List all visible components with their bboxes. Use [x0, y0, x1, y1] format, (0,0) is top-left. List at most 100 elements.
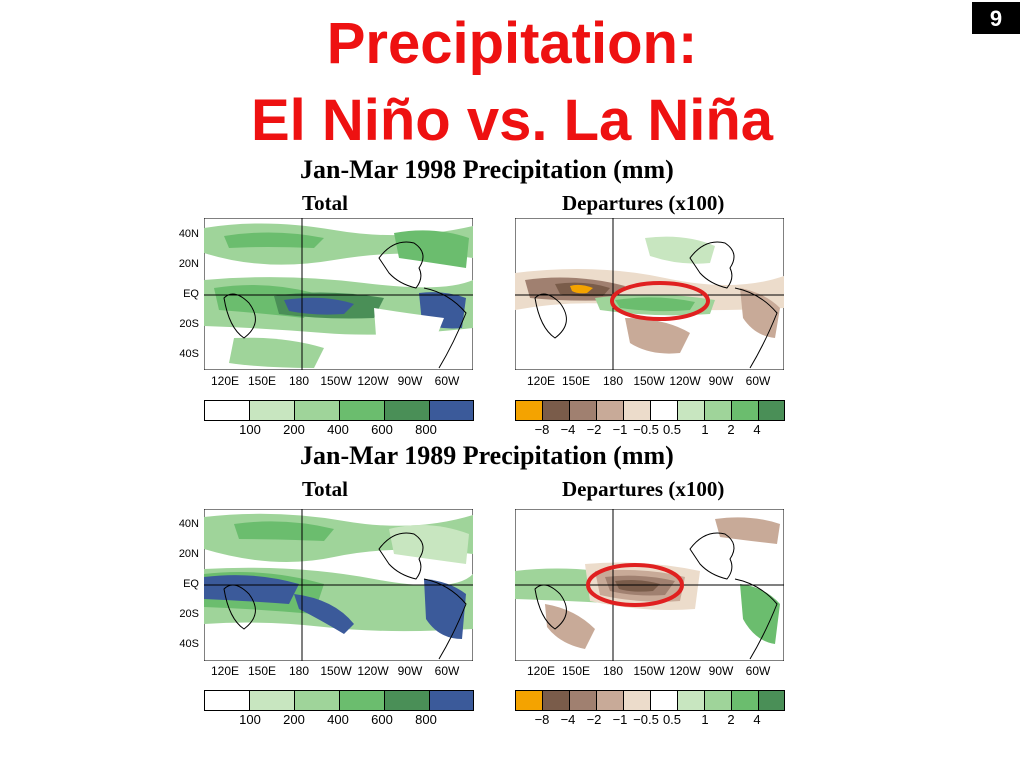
- slide-number: 9: [972, 2, 1020, 34]
- lon-label: 180: [602, 374, 624, 388]
- lon-label: 120E: [210, 664, 240, 678]
- scale-tick: −0.5: [633, 422, 659, 437]
- scale-tick: 200: [283, 712, 305, 727]
- scale-swatch: [340, 691, 385, 710]
- lon-label: 120E: [210, 374, 240, 388]
- lon-label: 150E: [247, 374, 277, 388]
- scale-tick: 2: [727, 712, 735, 727]
- lon-label: 60W: [434, 374, 460, 388]
- lat-label: EQ: [183, 578, 199, 590]
- total-scale-bar: [204, 690, 474, 711]
- lon-label: 150E: [561, 374, 591, 388]
- lat-label: 40N: [178, 518, 199, 530]
- departure-scale-bar: [515, 400, 785, 421]
- scale-tick: 600: [371, 712, 393, 727]
- panel-1998-departures-label: Departures (x100): [562, 191, 725, 215]
- lon-label: 120W: [669, 664, 701, 678]
- lon-label: 150E: [247, 664, 277, 678]
- scale-tick: −8: [534, 422, 550, 437]
- scale-swatch: [295, 401, 340, 420]
- lon-label: 90W: [708, 664, 734, 678]
- scale-swatch: [430, 401, 473, 420]
- scale-swatch: [705, 691, 732, 710]
- lon-label: 120W: [357, 664, 389, 678]
- lon-label: 180: [288, 664, 310, 678]
- lat-label: 40N: [178, 228, 199, 240]
- total-scale-bar: [204, 400, 474, 421]
- scale-swatch: [624, 691, 651, 710]
- scale-swatch: [759, 401, 784, 420]
- lon-label: 150W: [320, 664, 352, 678]
- lon-label: 120E: [526, 664, 556, 678]
- panel-1989-heading: Jan-Mar 1989 Precipitation (mm): [300, 441, 674, 470]
- departure-scale-bar: [515, 690, 785, 711]
- lon-label: 90W: [397, 664, 423, 678]
- scale-swatch: [516, 401, 543, 420]
- scale-swatch: [250, 401, 295, 420]
- lat-label: 20N: [178, 258, 199, 270]
- title-line-1: Precipitation:: [326, 11, 698, 76]
- highlight-ellipse: [610, 281, 710, 321]
- map-1989-departures: [515, 509, 784, 661]
- lon-label: 150W: [633, 664, 665, 678]
- lat-label: 20N: [178, 548, 199, 560]
- scale-tick: −2: [586, 712, 602, 727]
- lon-label: 60W: [745, 664, 771, 678]
- scale-tick: −4: [560, 712, 576, 727]
- scale-tick: 1: [701, 712, 709, 727]
- scale-swatch: [678, 691, 705, 710]
- lon-label: 120W: [669, 374, 701, 388]
- panel-1998-total-label: Total: [302, 191, 348, 215]
- scale-tick: −0.5: [633, 712, 659, 727]
- scale-tick: −1: [612, 712, 628, 727]
- lon-label: 60W: [434, 664, 460, 678]
- scale-tick: 400: [327, 712, 349, 727]
- panel-1989-total-label: Total: [302, 477, 348, 501]
- lat-label: 40S: [179, 348, 199, 360]
- lat-label: 40S: [179, 638, 199, 650]
- scale-swatch: [759, 691, 784, 710]
- scale-swatch: [597, 401, 624, 420]
- scale-swatch: [385, 691, 430, 710]
- lon-label: 180: [602, 664, 624, 678]
- lon-label: 90W: [708, 374, 734, 388]
- scale-tick: 4: [753, 422, 761, 437]
- scale-swatch: [295, 691, 340, 710]
- title-line-2: El Niño vs. La Niña: [250, 88, 774, 153]
- scale-swatch: [205, 691, 250, 710]
- scale-tick: 800: [415, 712, 437, 727]
- scale-swatch: [543, 401, 570, 420]
- lat-label: EQ: [183, 288, 199, 300]
- scale-swatch: [340, 401, 385, 420]
- scale-tick: 4: [753, 712, 761, 727]
- scale-tick: 1: [701, 422, 709, 437]
- scale-tick: −1: [612, 422, 628, 437]
- panel-1989-departures-label: Departures (x100): [562, 477, 725, 501]
- scale-tick: 600: [371, 422, 393, 437]
- scale-tick: 800: [415, 422, 437, 437]
- scale-swatch: [705, 401, 732, 420]
- scale-swatch: [570, 691, 597, 710]
- scale-swatch: [516, 691, 543, 710]
- lon-label: 150W: [633, 374, 665, 388]
- scale-tick: 100: [239, 422, 261, 437]
- highlight-ellipse: [586, 563, 684, 607]
- scale-swatch: [651, 401, 678, 420]
- scale-swatch: [732, 401, 759, 420]
- lat-label: 20S: [179, 608, 199, 620]
- scale-tick: −8: [534, 712, 550, 727]
- lon-label: 150W: [320, 374, 352, 388]
- panel-1998-heading: Jan-Mar 1998 Precipitation (mm): [300, 155, 674, 184]
- scale-swatch: [205, 401, 250, 420]
- scale-swatch: [250, 691, 295, 710]
- lat-label: 20S: [179, 318, 199, 330]
- scale-tick: 0.5: [662, 422, 682, 437]
- lon-label: 90W: [397, 374, 423, 388]
- scale-swatch: [678, 401, 705, 420]
- scale-tick: 100: [239, 712, 261, 727]
- scale-tick: 200: [283, 422, 305, 437]
- lon-label: 120E: [526, 374, 556, 388]
- scale-tick: −4: [560, 422, 576, 437]
- scale-swatch: [430, 691, 473, 710]
- scale-swatch: [732, 691, 759, 710]
